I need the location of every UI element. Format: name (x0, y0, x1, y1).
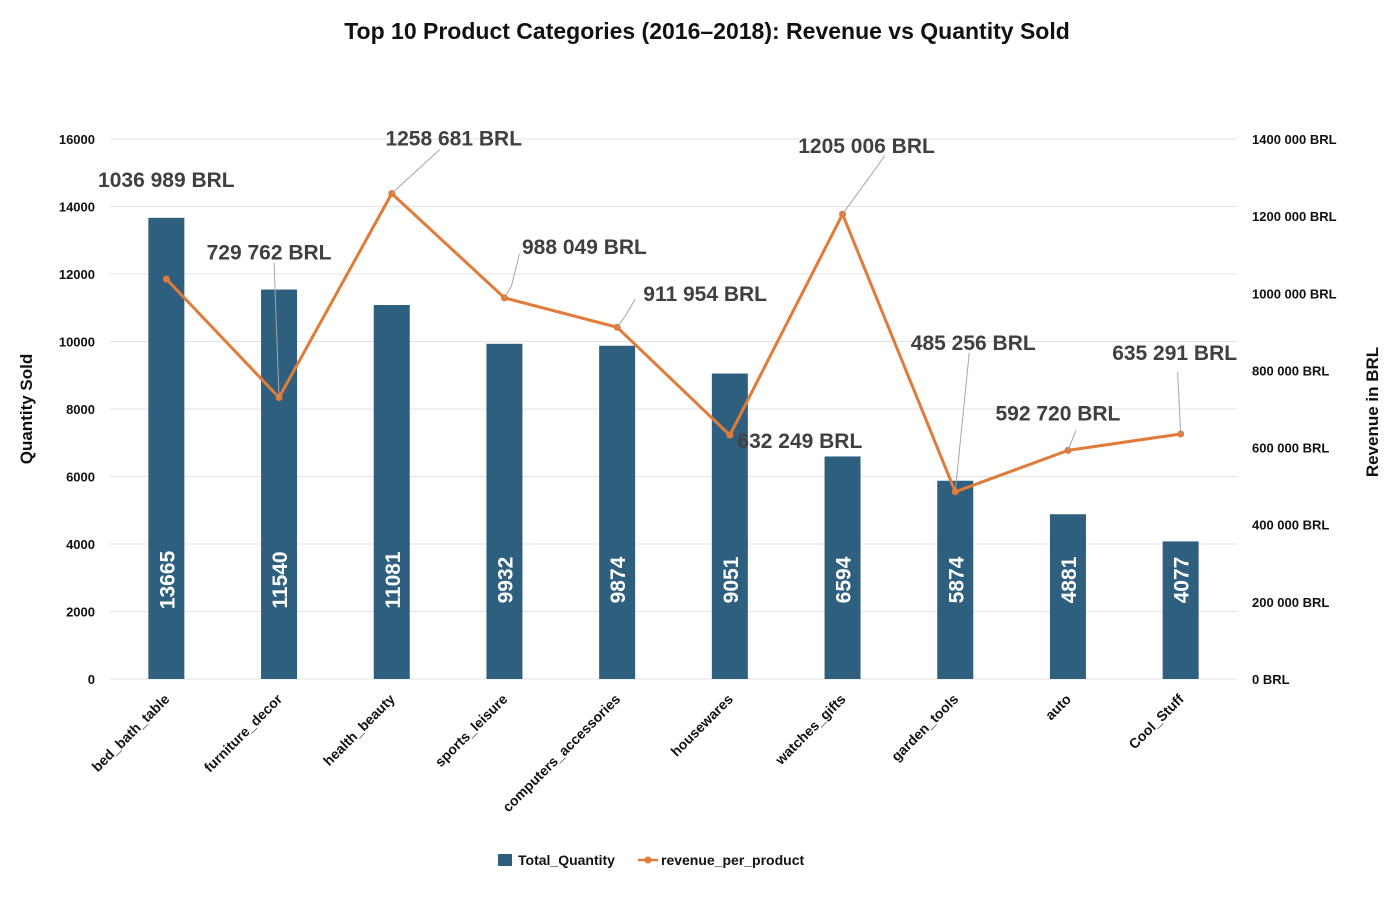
leader-line (1177, 371, 1182, 434)
y-tick-label: 6000 (66, 470, 95, 485)
bar (1162, 541, 1199, 679)
revenue-labels: 1036 989 BRL 729 762 BRL 1258 681 BRL 988 0… (98, 128, 1237, 454)
bar-value-label: 9874 (607, 556, 630, 603)
leader-line (504, 253, 520, 299)
right-axis-title: Revenue in BRL (1363, 347, 1382, 477)
bar (148, 217, 185, 679)
y2-tick-label: 0 BRL (1252, 672, 1290, 687)
revenue-label-leaders (273, 149, 1182, 492)
bar (599, 345, 636, 679)
y2-tick-label: 200 000 BRL (1252, 595, 1329, 610)
bar (373, 305, 410, 679)
y2-tick-label: 1000 000 BRL (1252, 286, 1337, 301)
revenue-value-label: 485 256 BRL (911, 332, 1036, 355)
leader-line (273, 262, 280, 398)
bar (486, 343, 523, 679)
revenue-value-label: 729 762 BRL (207, 242, 332, 265)
bar-value-label: 9932 (494, 557, 517, 604)
revenue-value-label: 1036 989 BRL (98, 169, 235, 192)
category-label: garden_tools (888, 691, 962, 765)
y2-tick-label: 1400 000 BRL (1252, 132, 1337, 147)
category-label: auto (1042, 691, 1074, 723)
y-tick-label: 0 (88, 672, 95, 687)
bar-value-label: 11540 (269, 551, 292, 608)
revenue-point (162, 275, 170, 283)
y-tick-label: 12000 (59, 267, 95, 282)
revenue-value-label: 1258 681 BRL (385, 128, 522, 151)
bar (937, 480, 974, 679)
leader-line (1067, 430, 1077, 451)
bar-value-label: 11081 (382, 551, 405, 609)
chart-title: Top 10 Product Categories (2016–2018): R… (344, 18, 1070, 44)
revenue-value-label: 1205 006 BRL (798, 135, 935, 158)
revenue-value-label: 632 249 BRL (737, 430, 862, 453)
category-label: furniture_decor (201, 690, 286, 775)
y-tick-label: 16000 (59, 132, 95, 147)
y-tick-label: 4000 (66, 537, 95, 552)
bar-value-label: 4881 (1058, 556, 1081, 603)
bar (824, 456, 861, 679)
y-tick-label: 14000 (59, 200, 95, 215)
legend: Total_Quantity revenue_per_product (498, 852, 804, 868)
legend-swatch-revenue-marker (644, 856, 652, 864)
category-label: bed_bath_table (89, 691, 173, 775)
bar (1049, 514, 1086, 679)
category-label: housewares (667, 691, 736, 760)
y2-tick-label: 400 000 BRL (1252, 518, 1329, 533)
y2-tick-label: 600 000 BRL (1252, 441, 1329, 456)
category-label: sports_leisure (432, 691, 511, 770)
bar-value-label: 13665 (156, 550, 179, 609)
category-labels: bed_bath_table furniture_decor health_beau… (89, 690, 1187, 815)
category-label: Cool_Stuff (1125, 691, 1187, 753)
y2-tick-label: 1200 000 BRL (1252, 209, 1337, 224)
y-tick-label: 2000 (66, 605, 95, 620)
leader-line (954, 352, 970, 492)
bar-value-label: 4077 (1171, 557, 1194, 604)
bar-value-label: 9051 (720, 556, 743, 603)
revenue-value-label: 635 291 BRL (1112, 342, 1237, 365)
legend-label-total-quantity: Total_Quantity (518, 852, 615, 868)
legend-swatch-total-quantity (498, 854, 512, 866)
bar (711, 373, 748, 679)
leader-line (391, 149, 441, 194)
category-label: watches_gifts (771, 691, 849, 769)
leader-line (616, 298, 636, 328)
category-label: health_beauty (320, 691, 398, 769)
revenue-value-label: 911 954 BRL (643, 283, 767, 306)
revenue-value-label: 988 049 BRL (522, 236, 647, 259)
bar (261, 289, 298, 679)
bar-value-label: 6594 (833, 556, 856, 603)
quantity-bars: 13665 11540 11081 9932 9874 9051 6594 5874 4881 4… (148, 217, 1199, 679)
y2-tick-label: 800 000 BRL (1252, 363, 1329, 378)
gridlines (110, 138, 1237, 680)
right-axis-ticks: 0 BRL 200 000 BRL 400 000 BRL 600 000 BRL 80… (1252, 132, 1337, 687)
y-tick-label: 8000 (66, 402, 95, 417)
legend-label-revenue: revenue_per_product (661, 852, 804, 868)
leader-line (842, 155, 885, 215)
y-tick-label: 10000 (59, 335, 95, 350)
left-axis-title: Quantity Sold (17, 354, 36, 465)
revenue-value-label: 592 720 BRL (995, 402, 1120, 425)
category-label: computers_accessories (499, 691, 623, 815)
revenue-series-line (165, 192, 1181, 494)
left-axis-ticks: 0 2000 4000 6000 8000 10000 12000 14000 16000 (59, 132, 95, 687)
revenue-point (726, 431, 734, 439)
bar-value-label: 5874 (945, 556, 968, 603)
